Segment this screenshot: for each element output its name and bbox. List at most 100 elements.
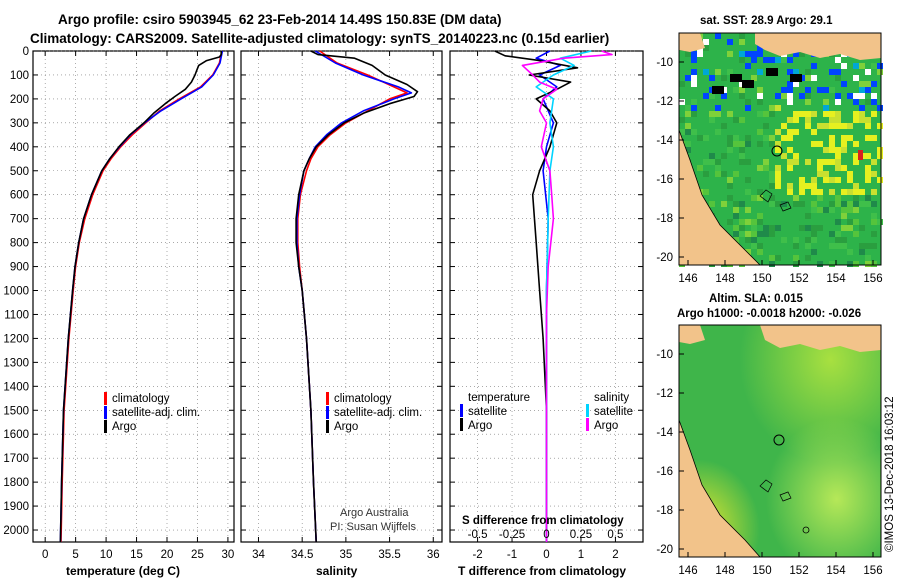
salinity-xlabel: salinity — [316, 564, 358, 578]
difference-series — [494, 50, 613, 542]
depth-tick-label: 300 — [10, 118, 29, 130]
legend-label-satellite: satellite-adj. clim. — [112, 407, 200, 419]
depth-tick-label: 800 — [10, 238, 29, 250]
sla-map: Altim. SLA: 0.015 Argo h1000: -0.0018 h2… — [656, 293, 882, 577]
depth-tick-label: 1500 — [3, 405, 29, 417]
temperature-series — [59, 50, 224, 543]
x-tick-label: 10 — [100, 549, 113, 561]
map-lon-label: 150 — [752, 565, 771, 577]
depth-tick-label: 400 — [10, 142, 29, 154]
difference-panel: -2 -1 0 1 2 S difference from climatology -0… — [449, 50, 644, 578]
title-line-1: Argo profile: csiro 5903945_62 23-Feb-20… — [58, 12, 501, 27]
depth-tick-label: 1600 — [3, 429, 29, 441]
temperature-tick-labels: 0 5 10 15 20 25 30 — [42, 549, 234, 561]
map-lat-label: -12 — [656, 388, 673, 400]
sla-map-subtitle: Argo h1000: -0.0018 h2000: -0.026 — [677, 308, 861, 320]
map-lat-label: -16 — [656, 466, 673, 478]
depth-tick-label: 700 — [10, 214, 29, 226]
x-tick-label: 0 — [543, 549, 549, 561]
legend-mark-s-argo — [586, 418, 589, 431]
x-tick-label: 34.5 — [291, 549, 313, 561]
x-tick-label: -1 — [507, 549, 517, 561]
x-tick-label: 34 — [252, 549, 265, 561]
copyright-stamp: ©IMOS 13-Dec-2018 16:03:12 — [884, 396, 896, 552]
x-tick-label: 0 — [42, 549, 48, 561]
legend-mark-t-satellite — [460, 404, 463, 417]
map-lat-label: -18 — [656, 213, 673, 225]
x-tick-label: 1 — [578, 549, 584, 561]
legend-label-climatology: climatology — [334, 393, 392, 405]
temperature-panel: 0100200300400500600700800900100011001200… — [3, 46, 235, 578]
map-lon-label: 154 — [826, 273, 846, 285]
sst-map-image — [678, 32, 883, 267]
difference-xlabel: T difference from climatology — [458, 564, 626, 578]
map-lon-label: 156 — [863, 565, 882, 577]
map-lat-label: -20 — [656, 544, 673, 556]
depth-tick-label: 1900 — [3, 501, 29, 513]
legend-mark-s-satellite — [586, 404, 589, 417]
temperature-xlabel: temperature (deg C) — [66, 564, 180, 578]
series-line-argo — [295, 50, 419, 543]
map-lon-label: 148 — [715, 273, 734, 285]
s-diff-tick-label: 0.5 — [607, 529, 623, 541]
x-tick-label: 5 — [72, 549, 78, 561]
map-lat-label: -18 — [656, 505, 673, 517]
depth-tick-labels: 0 100 200 300 400 500 600 700 800 900 1000 1100 1200… — [3, 46, 29, 537]
series-line-s-argo — [521, 50, 613, 542]
s-diff-tick-label: -0.25 — [499, 529, 525, 541]
legend-title-temperature: temperature — [468, 392, 530, 404]
difference-legend: temperature satellite Argo salinity sate… — [460, 392, 633, 432]
map-lat-label: -14 — [656, 135, 673, 147]
sla-map-title: Altim. SLA: 0.015 — [709, 293, 804, 305]
map-lon-label: 152 — [789, 273, 808, 285]
map-lon-label: 148 — [715, 565, 734, 577]
legend-label-t-argo: Argo — [468, 420, 492, 432]
temperature-legend: climatology satellite-adj. clim. Argo — [104, 392, 200, 433]
series-line-s-satellite — [535, 50, 592, 542]
map-lat-label: -10 — [656, 349, 673, 361]
s-difference-tick-labels: -0.5 -0.25 0 0.25 0.5 — [468, 529, 624, 541]
depth-tick-label: 500 — [10, 166, 29, 178]
legend-mark-t-argo — [460, 418, 463, 431]
depth-tick-label: 1000 — [3, 286, 29, 298]
sst-y-ticks: -10 -12 -14 -16 -18 -20 — [656, 57, 684, 264]
x-tick-label: 30 — [222, 549, 235, 561]
difference-tick-labels: -2 -1 0 1 2 — [472, 549, 618, 561]
legend-mark-climatology — [104, 392, 107, 405]
x-tick-label: 20 — [161, 549, 174, 561]
map-lon-label: 146 — [678, 273, 697, 285]
x-tick-label: 15 — [130, 549, 143, 561]
depth-tick-label: 1800 — [3, 477, 29, 489]
depth-tick-label: 1200 — [3, 333, 29, 345]
depth-tick-label: 2000 — [3, 525, 29, 537]
series-line-argo — [59, 51, 222, 543]
depth-tick-label: 1300 — [3, 357, 29, 369]
legend-label-t-satellite: satellite — [468, 406, 507, 418]
salinity-grid — [241, 50, 442, 542]
legend-label-s-satellite: satellite — [594, 406, 633, 418]
legend-mark-climatology — [326, 392, 329, 405]
salinity-series — [295, 50, 419, 543]
depth-tick-label: 0 — [23, 46, 29, 58]
depth-tick-label: 1700 — [3, 453, 29, 465]
legend-mark-satellite — [326, 406, 329, 419]
depth-tick-label: 600 — [10, 190, 29, 202]
x-tick-label: 36 — [427, 549, 440, 561]
s-diff-tick-label: 0 — [543, 529, 549, 541]
sla-y-ticks: -10 -12 -14 -16 -18 -20 — [656, 349, 684, 556]
map-lon-label: 146 — [678, 565, 697, 577]
map-lat-label: -12 — [656, 96, 673, 108]
map-lat-label: -14 — [656, 427, 673, 439]
legend-label-argo: Argo — [334, 421, 358, 433]
salinity-legend: climatology satellite-adj. clim. Argo — [326, 392, 422, 433]
sla-map-image — [678, 324, 882, 558]
x-tick-label: -2 — [472, 549, 482, 561]
legend-title-salinity: salinity — [594, 392, 629, 404]
temperature-grid — [33, 50, 234, 542]
series-line-climatology — [296, 50, 408, 543]
map-lat-label: -16 — [656, 174, 673, 186]
legend-label-climatology: climatology — [112, 393, 170, 405]
series-line-satellite-adj-clim- — [296, 50, 413, 543]
map-lat-label: -10 — [656, 57, 673, 69]
